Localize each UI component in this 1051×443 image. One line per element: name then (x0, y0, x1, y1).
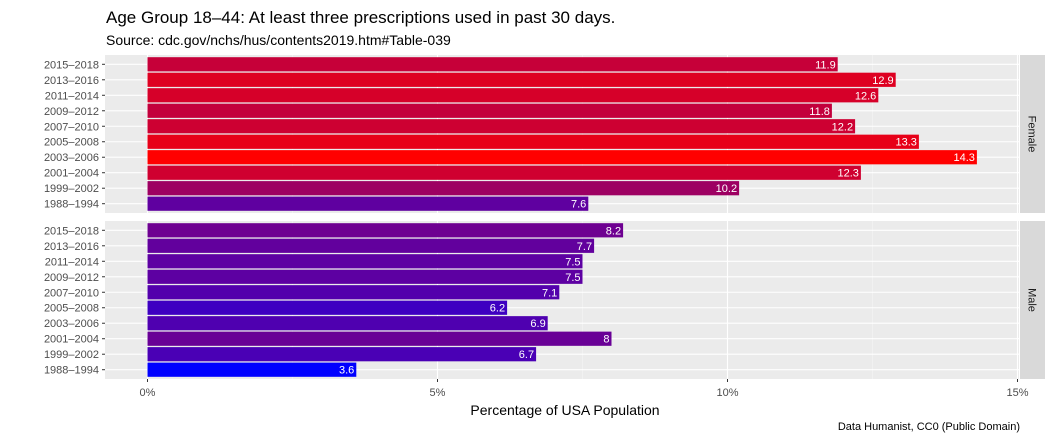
bar (147, 285, 560, 300)
y-tick-label: 2011–2014 (45, 256, 99, 268)
bar-value-label: 7.1 (542, 287, 557, 299)
y-tick-label: 2005–2008 (44, 303, 99, 315)
bar (147, 300, 508, 315)
bar-value-label: 8 (603, 334, 609, 346)
bar (147, 196, 589, 211)
bar-value-label: 6.7 (519, 349, 534, 361)
bar-value-label: 6.2 (490, 303, 505, 315)
bar-value-label: 3.6 (339, 365, 354, 377)
chart-title: Age Group 18–44: At least three prescrip… (106, 8, 616, 27)
bar (147, 57, 838, 72)
bar (147, 72, 896, 87)
x-axis-title: Percentage of USA Population (470, 402, 659, 418)
facet-strip (1020, 221, 1045, 379)
bar-value-label: 7.5 (565, 256, 580, 268)
y-tick-label: 2001–2004 (44, 168, 99, 180)
bar (147, 150, 977, 165)
chart-caption: Data Humanist, CC0 (Public Domain) (837, 421, 1020, 433)
bar (147, 238, 595, 253)
bar-value-label: 12.3 (837, 168, 858, 180)
bar-value-label: 7.5 (565, 272, 580, 284)
x-tick-label: 15% (1006, 387, 1028, 399)
y-tick-label: 1999–2002 (44, 349, 99, 361)
bar-value-label: 6.9 (530, 318, 545, 330)
y-tick-label: 2003–2006 (44, 318, 99, 330)
y-tick-label: 2013–2016 (44, 75, 99, 87)
bar-value-label: 13.3 (895, 137, 916, 149)
y-tick-label: 2009–2012 (44, 106, 99, 118)
y-tick-label: 2003–2006 (44, 152, 99, 164)
x-tick-label: 5% (430, 387, 446, 399)
bar (147, 88, 879, 103)
bar (147, 269, 583, 284)
bar (147, 254, 583, 269)
y-tick-label: 1999–2002 (44, 183, 99, 195)
y-tick-label: 2015–2018 (44, 59, 99, 71)
bar-value-label: 10.2 (716, 183, 737, 195)
bar-value-label: 12.2 (832, 121, 853, 133)
y-tick-label: 2013–2016 (44, 241, 99, 253)
y-tick-label: 2009–2012 (44, 272, 99, 284)
bar-value-label: 7.6 (571, 199, 586, 211)
y-tick-label: 2011–2014 (45, 90, 99, 102)
bar-value-label: 7.7 (577, 241, 592, 253)
bar-value-label: 14.3 (953, 152, 974, 164)
chart-subtitle: Source: cdc.gov/nchs/hus/contents2019.ht… (106, 32, 451, 48)
bar (147, 165, 861, 180)
y-tick-label: 1988–1994 (44, 365, 99, 377)
bar (147, 362, 357, 377)
y-tick-label: 2015–2018 (44, 225, 99, 237)
bar (147, 103, 832, 118)
x-tick-label: 0% (140, 387, 156, 399)
y-tick-label: 1988–1994 (44, 199, 99, 211)
bar (147, 316, 548, 331)
facet-label: Female (1026, 116, 1038, 153)
bar (147, 181, 740, 196)
x-tick-label: 10% (716, 387, 738, 399)
y-tick-label: 2007–2010 (44, 287, 99, 299)
bar (147, 134, 919, 149)
y-tick-label: 2007–2010 (44, 121, 99, 133)
y-tick-label: 2001–2004 (44, 334, 99, 346)
bar-value-label: 11.8 (809, 106, 830, 118)
bar-value-label: 11.9 (815, 59, 836, 71)
y-tick-label: 2005–2008 (44, 137, 99, 149)
bar-value-label: 12.6 (855, 90, 876, 102)
bar (147, 223, 624, 238)
bar-value-label: 12.9 (872, 75, 893, 87)
facet-strip (1020, 55, 1045, 213)
bar (147, 331, 612, 346)
bar (147, 119, 856, 134)
bar (147, 347, 537, 362)
facet-label: Male (1026, 288, 1038, 312)
bar-value-label: 8.2 (606, 225, 621, 237)
